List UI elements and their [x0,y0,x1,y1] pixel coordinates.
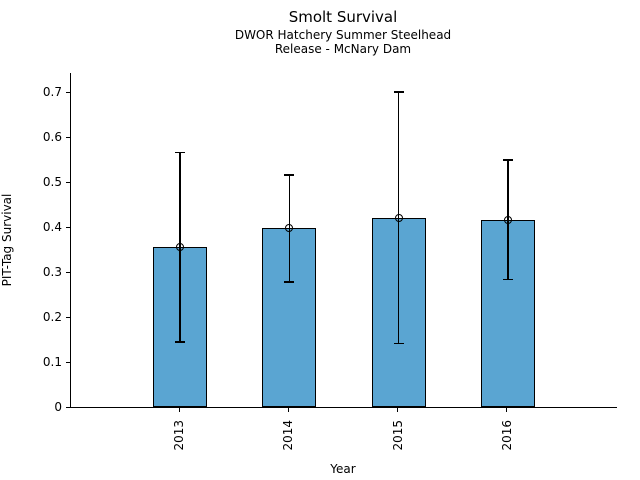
mean-marker-2013 [176,242,185,251]
y-tick-mark [66,92,70,93]
y-tick-mark [66,137,70,138]
y-tick-label: 0.7 [42,85,62,99]
y-tick-label: 0.2 [42,310,62,324]
error-cap-bottom-2016 [502,278,513,281]
x-tick-label: 2015 [390,420,405,451]
x-tick-mark [287,408,289,412]
x-axis: Year 2013 2014 2015 2016 [70,408,616,480]
chart-subtitle-line2: Release - McNary Dam [274,42,412,57]
y-tick-mark [66,362,70,363]
y-tick-label: 0 [54,400,62,414]
error-cap-top-2016 [502,159,513,161]
chart-title: Smolt Survival [288,8,398,26]
y-tick-mark [66,182,70,183]
error-cap-bottom-2015 [393,342,404,345]
y-tick-label: 0.4 [42,220,62,234]
error-cap-top-2014 [284,173,295,176]
x-tick-label: 2014 [281,420,296,451]
chart-header: Smolt Survival DWOR Hatchery Summer Stee… [70,8,616,57]
y-tick-label: 0.6 [42,130,62,144]
error-cap-bottom-2013 [175,340,186,343]
y-tick-mark [66,227,70,228]
mean-marker-2015 [394,213,403,222]
chart-subtitle-line1: DWOR Hatchery Summer Steelhead [234,28,452,42]
y-tick-mark [66,272,70,273]
error-cap-top-2013 [175,151,186,154]
y-tick-mark [66,407,70,408]
mean-marker-2014 [285,223,294,232]
mean-marker-2016 [503,215,512,224]
y-tick-mark [66,317,70,318]
y-tick-label: 0.1 [42,355,62,369]
error-cap-bottom-2014 [284,281,295,283]
x-tick-mark [506,408,508,412]
x-tick-mark [178,408,180,412]
error-cap-top-2015 [393,91,404,93]
y-tick-label: 0.5 [42,175,62,189]
y-tick-label: 0.3 [42,265,62,279]
x-tick-label: 2013 [172,420,187,451]
x-tick-label: 2016 [499,420,514,451]
plot-area [70,73,617,408]
x-tick-mark [397,408,399,412]
x-axis-label: Year [330,462,356,476]
